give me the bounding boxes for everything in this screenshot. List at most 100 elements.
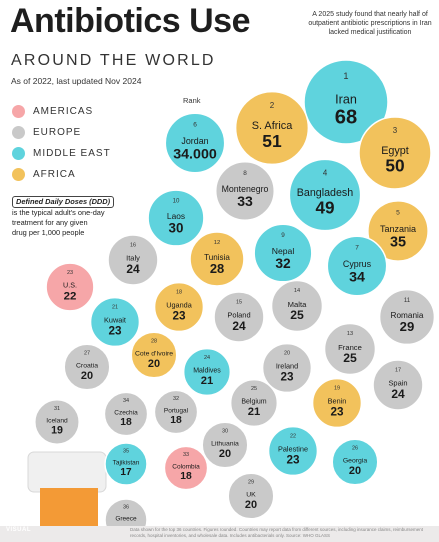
- bubble-rank-maldives: 24: [204, 355, 210, 361]
- bubble-rank-belgium: 25: [251, 386, 257, 392]
- bubble-value-kuwait: 23: [108, 325, 122, 338]
- bubble-country-greece: Greece: [115, 516, 137, 523]
- bubble-rank-italy: 16: [130, 242, 136, 248]
- bubble-country-iceland: Iceland: [46, 418, 68, 425]
- bubble-value-romania: 29: [400, 319, 415, 334]
- bubble-rank-kuwait: 21: [112, 305, 118, 311]
- bubble-value-bangladesh: 49: [315, 198, 334, 217]
- bubble-country-u-s: U.S.: [63, 282, 77, 290]
- bubble-country-nepal: Nepal: [272, 246, 295, 256]
- bubble-circle-s-africa: [234, 90, 310, 166]
- bubble-circle-u-s: [45, 262, 95, 312]
- bubble-circle-palestine: [267, 425, 319, 477]
- bubble-country-jordan: Jordan: [181, 136, 208, 146]
- bubble-rank-romania: 11: [404, 298, 411, 304]
- bubble-circle-france: [323, 322, 377, 376]
- legend-label-africa: AFRICA: [33, 169, 76, 180]
- pill-bottle-illustration: [27, 451, 107, 526]
- rank-label: Rank: [183, 96, 201, 105]
- bubble-value-poland: 24: [232, 319, 246, 333]
- bubble-country-portugal: Portugal: [164, 408, 189, 415]
- bubble-circle-georgia: [331, 438, 379, 486]
- brand-logo: VISUAL: [6, 527, 32, 533]
- bubble-country-belgium: Belgium: [241, 399, 266, 406]
- bubble-circle-cote-d-ivoire: [130, 331, 178, 379]
- bubble-circle-montenegro: [214, 160, 276, 222]
- bubble-country-montenegro: Montenegro: [222, 184, 269, 194]
- bubble-value-iran: 68: [335, 107, 357, 129]
- bubble-value-iceland: 19: [51, 424, 63, 436]
- bubble-rank-portugal: 32: [173, 396, 179, 402]
- bubble-value-tunisia: 28: [210, 261, 224, 276]
- bubble-u-s: 23 U.S.22: [45, 262, 95, 312]
- bubble-rank-france: 13: [347, 331, 353, 337]
- bubble-rank-bangladesh: 4: [323, 168, 328, 177]
- bubble-value-lithuania: 20: [219, 448, 231, 460]
- bubble-rank-georgia: 26: [352, 445, 358, 451]
- bubble-value-cyprus: 34: [349, 269, 365, 285]
- bubble-rank-colombia: 33: [183, 452, 189, 458]
- ddd-definition: Defined Daily Doses (DDD) is the typical…: [12, 196, 140, 238]
- bubble-country-kuwait: Kuwait: [104, 316, 126, 325]
- bubble-country-maldives: Maldives: [193, 368, 221, 375]
- bubble-country-italy: Italy: [126, 254, 140, 263]
- bubble-country-cyprus: Cyprus: [343, 259, 372, 269]
- bubble-value-montenegro: 33: [237, 193, 253, 209]
- bubble-country-ireland: Ireland: [276, 362, 298, 371]
- bubble-value-laos: 30: [169, 220, 184, 235]
- ddd-line-3: drug per 1,000 people: [12, 228, 85, 237]
- ddd-line-1: is the typical adult's one-day: [12, 208, 105, 217]
- bubble-rank-ireland: 20: [284, 351, 290, 357]
- bottle-body: [40, 488, 98, 526]
- bubble-value-spain: 24: [391, 387, 405, 401]
- legend-item-europe: EUROPE: [12, 122, 111, 143]
- legend-label-middle-east: MIDDLE EAST: [33, 148, 111, 159]
- bubble-rank-czechia: 34: [123, 398, 129, 404]
- bubble-value-belgium: 21: [248, 406, 260, 418]
- source-note: Data shown for the top 36 countries. Fig…: [130, 527, 424, 538]
- bubble-rank-palestine: 22: [290, 434, 296, 440]
- bubble-country-s-africa: S. Africa: [252, 120, 294, 132]
- bubble-rank-malta: 14: [294, 288, 300, 294]
- bubble-value-s-africa: 51: [262, 131, 282, 151]
- bubble-country-tajikistan: Tajikistan: [113, 460, 140, 467]
- legend-item-africa: AFRICA: [12, 164, 111, 185]
- bubble-circle-portugal: [153, 389, 199, 435]
- bubble-rank-jordan: 6: [193, 122, 197, 129]
- bubble-rank-spain: 17: [395, 367, 401, 373]
- bubble-circle-malta: [270, 279, 324, 333]
- bubble-circle-tajikistan: [104, 442, 148, 486]
- bubble-circle-laos: [147, 189, 205, 247]
- bubble-circle-bangladesh: [288, 158, 362, 232]
- bubble-rank-egypt: 3: [393, 126, 398, 135]
- bubble-rank-tanzania: 5: [396, 209, 400, 216]
- bubble-value-palestine: 23: [286, 454, 300, 467]
- bubble-circle-ireland: [261, 342, 313, 394]
- bubble-circle-maldives: [182, 347, 232, 397]
- bubble-circle-kuwait: [89, 296, 141, 348]
- bubble-circle-spain: [372, 359, 424, 411]
- bubble-rank-tunisia: 12: [214, 240, 221, 246]
- bubble-value-tanzania: 35: [390, 235, 406, 251]
- bubble-value-jordan: 34.000: [173, 146, 217, 162]
